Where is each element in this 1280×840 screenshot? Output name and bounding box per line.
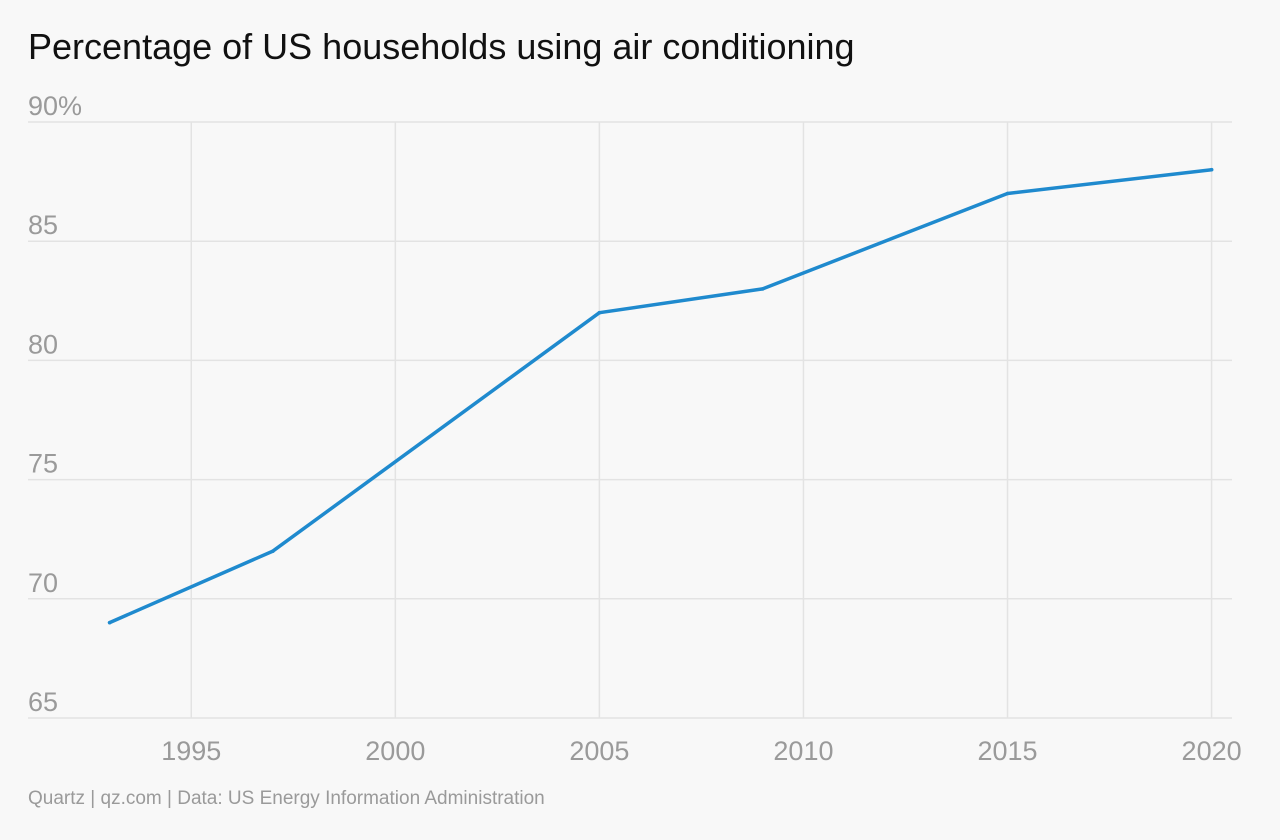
data-point xyxy=(597,310,602,315)
series-line xyxy=(107,167,1214,625)
x-axis-ticks: 1995 2000 2005 2010 2015 2020 xyxy=(161,736,1241,766)
x-tick-label: 2015 xyxy=(977,736,1037,766)
data-point xyxy=(1209,167,1214,172)
x-tick-label: 1995 xyxy=(161,736,221,766)
x-tick-label: 2010 xyxy=(773,736,833,766)
source-note: Quartz | qz.com | Data: US Energy Inform… xyxy=(28,788,545,809)
y-tick-label: 75 xyxy=(28,449,58,479)
x-tick-label: 2000 xyxy=(365,736,425,766)
y-tick-label: 90% xyxy=(28,91,82,121)
x-tick-label: 2020 xyxy=(1182,736,1242,766)
y-tick-label: 65 xyxy=(28,687,58,717)
grid xyxy=(28,121,1232,719)
x-tick-label: 2005 xyxy=(569,736,629,766)
data-point xyxy=(1005,191,1010,196)
y-tick-label: 80 xyxy=(28,329,58,359)
data-point xyxy=(271,549,275,553)
y-tick-label: 85 xyxy=(28,210,58,240)
data-point xyxy=(760,287,765,291)
chart-title: Percentage of US households using air co… xyxy=(28,26,855,67)
y-tick-label: 70 xyxy=(28,568,58,598)
y-axis-ticks: 90% 85 80 75 70 65 xyxy=(28,91,82,717)
data-point xyxy=(107,620,112,625)
series-layer xyxy=(107,167,1214,625)
